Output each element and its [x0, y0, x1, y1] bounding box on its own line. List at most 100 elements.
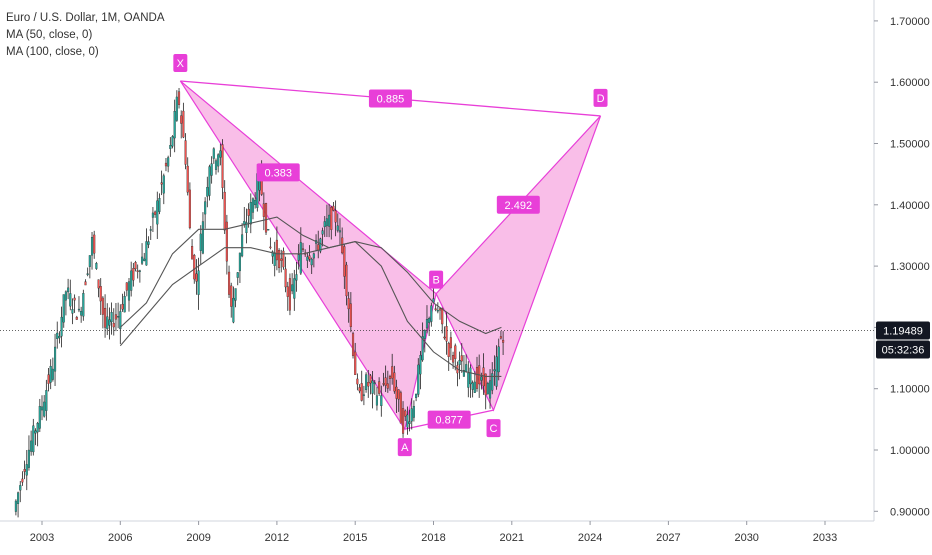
candle-body [195, 273, 198, 282]
candle-body [388, 376, 392, 379]
candle-body [232, 297, 235, 323]
candle-body [343, 246, 346, 277]
candle-body [412, 405, 415, 418]
candle-body [449, 337, 452, 349]
candle-body [143, 258, 146, 261]
ma100-label[interactable]: MA (100, close, 0) [6, 46, 99, 58]
candle-body [101, 297, 104, 315]
candle-body [90, 237, 94, 256]
candle-body [60, 316, 63, 337]
y-tick-label: 1.70000 [890, 16, 930, 28]
candle-body [421, 336, 424, 361]
candle-body [264, 202, 268, 233]
candle-body [262, 203, 265, 217]
candle-body [156, 200, 159, 225]
candle-body [177, 91, 181, 105]
candle-body [175, 96, 178, 121]
candle-body [308, 255, 311, 260]
candle-body [73, 297, 76, 301]
candle-body [406, 414, 409, 428]
candle-body [114, 314, 118, 320]
candle-body [77, 308, 81, 311]
candle-body [97, 279, 100, 289]
candle-body [30, 440, 33, 452]
x-tick-label: 2033 [813, 532, 837, 544]
candle-body [321, 230, 324, 235]
candle-body [36, 422, 39, 433]
candle-body [430, 305, 433, 322]
candle-body [154, 211, 157, 215]
candle-body [130, 270, 133, 291]
candle-body [23, 469, 26, 472]
candle-body [358, 387, 361, 392]
candle-body [491, 373, 494, 391]
y-tick-label: 1.40000 [890, 200, 930, 212]
candle-body [86, 273, 89, 275]
candle-body [197, 270, 200, 295]
x-tick-label: 2012 [265, 532, 289, 544]
candle-body [280, 258, 283, 261]
candle-body [164, 162, 168, 167]
countdown-label: 05:32:36 [882, 345, 925, 357]
candle-body [441, 307, 444, 325]
candle-body [469, 367, 472, 385]
ratio-xd-label: 0.885 [377, 93, 405, 105]
candle-body [278, 249, 281, 269]
x-tick-label: 2006 [108, 532, 132, 544]
pattern-point-c-badge [486, 419, 501, 438]
candle-body [247, 208, 250, 216]
candle-body [123, 296, 126, 313]
candle-body [393, 372, 396, 392]
ratio-bd-badge [496, 195, 540, 214]
candle-body [325, 218, 328, 227]
candle-body [438, 308, 442, 311]
candle-body [214, 160, 218, 170]
candle-body [32, 425, 35, 453]
candle-body [80, 310, 83, 316]
symbol-title[interactable]: Euro / U.S. Dollar, 1M, OANDA [6, 12, 165, 24]
candle-body [460, 355, 463, 362]
candle-body [465, 364, 468, 372]
candle-body [210, 163, 213, 176]
ma100-line [119, 241, 502, 347]
candle-body [21, 478, 24, 483]
x-tick-label: 2024 [578, 532, 602, 544]
candle-body [112, 322, 115, 328]
y-tick-label: 1.50000 [890, 139, 930, 151]
candle-body [25, 464, 28, 476]
candle-body [127, 281, 131, 301]
candle-body [419, 355, 422, 375]
candle-body [193, 255, 196, 280]
candle-body [56, 332, 59, 339]
candle-body [43, 401, 46, 417]
candle-body [217, 154, 220, 167]
candle-body [306, 256, 309, 261]
x-tick-label: 2021 [500, 532, 524, 544]
candle-body [106, 316, 109, 329]
candle-body [180, 115, 183, 124]
candle-body [488, 380, 492, 399]
candle-body [58, 336, 61, 339]
ma50-label[interactable]: MA (50, close, 0) [6, 29, 93, 41]
candle-body [71, 309, 74, 314]
candle-body [475, 367, 479, 389]
candle-body [410, 408, 413, 422]
candle-body [206, 187, 209, 197]
candle-body [360, 383, 363, 401]
candle-body [40, 406, 44, 411]
candle-body [484, 373, 487, 396]
pattern-point-a-label: A [401, 442, 409, 454]
candle-body [458, 360, 461, 366]
ratio-xb-badge [256, 163, 300, 182]
ratio-bd-label: 2.492 [505, 200, 533, 212]
candle-body [67, 287, 70, 293]
candle-body [167, 157, 170, 167]
candle-body [473, 381, 476, 393]
candle-body [108, 319, 111, 326]
candle-body [371, 380, 374, 394]
candle-body [434, 308, 437, 310]
candle-body [362, 394, 365, 396]
candle-body [254, 199, 257, 206]
